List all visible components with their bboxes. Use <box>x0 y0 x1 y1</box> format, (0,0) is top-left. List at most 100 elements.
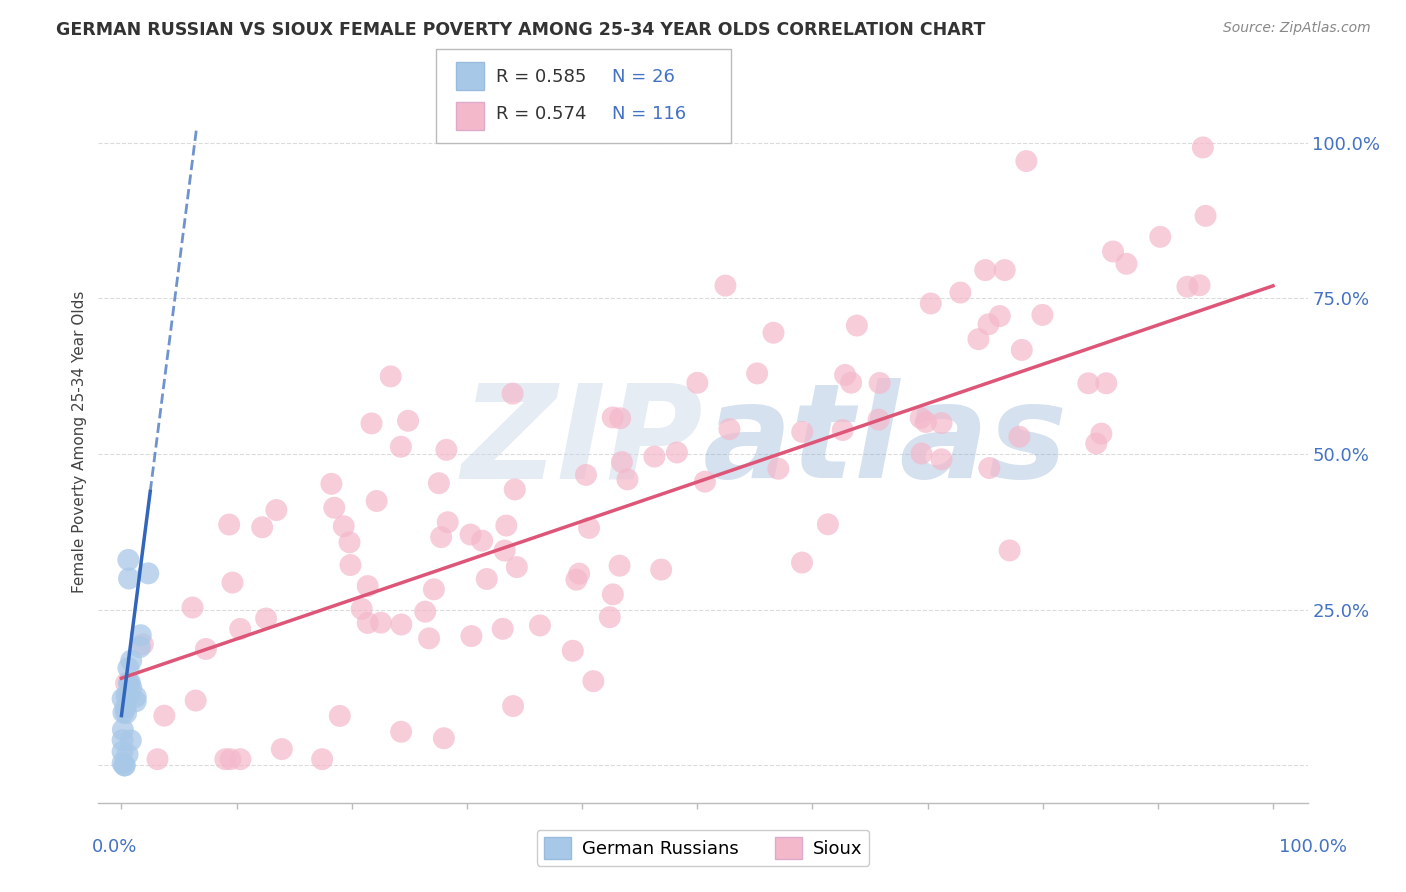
Sioux <box>578 521 600 535</box>
Sioux <box>153 708 176 723</box>
Sioux <box>575 467 598 482</box>
Sioux <box>998 543 1021 558</box>
German Russians <box>114 758 136 772</box>
Sioux <box>949 285 972 300</box>
Sioux <box>665 445 688 459</box>
Sioux <box>762 326 785 340</box>
German Russians <box>120 733 142 747</box>
German Russians <box>117 553 139 567</box>
German Russians <box>111 691 134 706</box>
Sioux <box>214 752 236 766</box>
Sioux <box>920 296 942 310</box>
German Russians <box>115 706 138 721</box>
Sioux <box>1149 230 1171 244</box>
Legend: German Russians, Sioux: German Russians, Sioux <box>537 830 869 866</box>
Text: atlas: atlas <box>703 378 1069 505</box>
Sioux <box>599 610 621 624</box>
Sioux <box>506 560 529 574</box>
Sioux <box>714 278 737 293</box>
German Russians <box>120 681 142 695</box>
Sioux <box>1191 140 1213 154</box>
German Russians <box>118 572 141 586</box>
German Russians <box>128 640 150 655</box>
German Russians <box>118 675 141 690</box>
Sioux <box>1095 376 1118 391</box>
Sioux <box>529 618 551 632</box>
Sioux <box>568 566 591 581</box>
Sioux <box>418 632 440 646</box>
Sioux <box>1077 376 1099 391</box>
Sioux <box>475 572 498 586</box>
Sioux <box>370 615 392 630</box>
Sioux <box>366 494 388 508</box>
Sioux <box>502 699 524 714</box>
Sioux <box>115 676 138 690</box>
Sioux <box>974 263 997 277</box>
Sioux <box>1090 426 1112 441</box>
Sioux <box>430 530 453 544</box>
Sioux <box>471 533 494 548</box>
Sioux <box>413 605 436 619</box>
Sioux <box>396 414 419 428</box>
Sioux <box>194 642 217 657</box>
Sioux <box>433 731 456 746</box>
Sioux <box>931 416 953 430</box>
Sioux <box>389 617 412 632</box>
Text: N = 26: N = 26 <box>612 68 675 86</box>
Sioux <box>967 332 990 346</box>
Sioux <box>427 476 450 491</box>
Sioux <box>643 450 665 464</box>
Sioux <box>561 644 583 658</box>
Sioux <box>609 411 631 425</box>
Sioux <box>869 376 891 390</box>
Sioux <box>434 442 457 457</box>
Sioux <box>146 752 169 766</box>
Sioux <box>495 518 517 533</box>
Sioux <box>609 558 631 573</box>
Sioux <box>250 520 273 534</box>
Sioux <box>650 563 672 577</box>
Sioux <box>380 369 402 384</box>
Sioux <box>266 503 288 517</box>
Sioux <box>339 535 361 549</box>
Sioux <box>1194 209 1216 223</box>
Sioux <box>389 724 412 739</box>
Sioux <box>181 600 204 615</box>
Sioux <box>350 602 373 616</box>
German Russians <box>111 733 134 747</box>
Text: N = 116: N = 116 <box>612 105 686 123</box>
German Russians <box>136 566 159 581</box>
Sioux <box>616 472 638 486</box>
Sioux <box>747 367 769 381</box>
Sioux <box>494 543 516 558</box>
Sioux <box>229 752 252 766</box>
Sioux <box>845 318 868 333</box>
German Russians <box>111 723 134 737</box>
Sioux <box>270 742 292 756</box>
Sioux <box>1188 278 1211 293</box>
German Russians <box>111 745 134 759</box>
Sioux <box>389 440 412 454</box>
Sioux <box>910 411 932 425</box>
Sioux <box>834 368 856 382</box>
Sioux <box>229 622 252 636</box>
Text: GERMAN RUSSIAN VS SIOUX FEMALE POVERTY AMONG 25-34 YEAR OLDS CORRELATION CHART: GERMAN RUSSIAN VS SIOUX FEMALE POVERTY A… <box>56 21 986 38</box>
Text: Source: ZipAtlas.com: Source: ZipAtlas.com <box>1223 21 1371 35</box>
Sioux <box>910 446 932 460</box>
Sioux <box>768 462 790 476</box>
Text: 100.0%: 100.0% <box>1279 838 1347 855</box>
Sioux <box>218 517 240 532</box>
Sioux <box>332 519 354 533</box>
German Russians <box>114 700 136 714</box>
Sioux <box>602 587 624 601</box>
German Russians <box>129 628 152 642</box>
Sioux <box>1011 343 1033 357</box>
Y-axis label: Female Poverty Among 25-34 Year Olds: Female Poverty Among 25-34 Year Olds <box>72 291 87 592</box>
German Russians <box>111 756 134 771</box>
Sioux <box>360 417 382 431</box>
Sioux <box>1085 436 1108 450</box>
Sioux <box>357 615 380 630</box>
Sioux <box>792 425 814 439</box>
Sioux <box>436 515 458 529</box>
Sioux <box>339 558 361 572</box>
